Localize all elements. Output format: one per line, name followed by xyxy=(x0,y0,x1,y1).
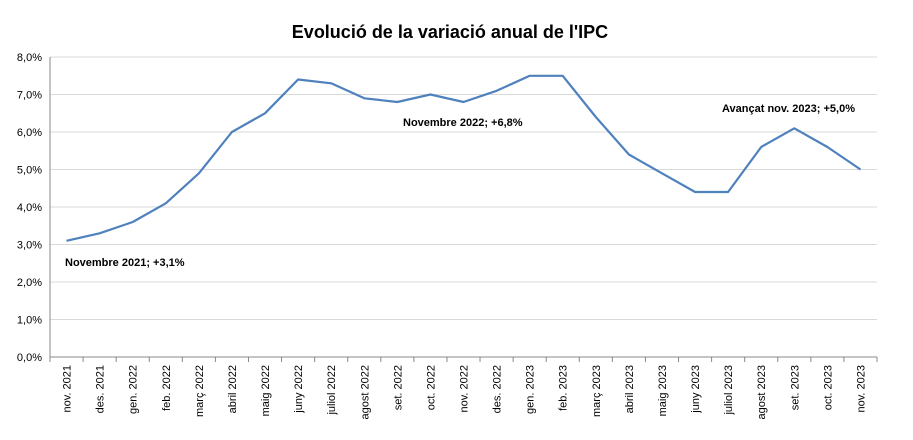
annotation-label: Avançat nov. 2023; +5,0% xyxy=(722,103,855,115)
y-tick-label: 8,0% xyxy=(17,52,42,64)
x-tick-label: nov. 2021 xyxy=(62,365,74,413)
x-tick-label: nov. 2023 xyxy=(855,365,867,413)
x-tick-label: març 2023 xyxy=(591,365,603,417)
series-line xyxy=(66,74,862,242)
x-tick-label: abril 2022 xyxy=(227,365,239,413)
y-tick-label: 6,0% xyxy=(17,127,42,139)
x-tick-label: maig 2023 xyxy=(657,365,669,416)
x-tick-label: maig 2022 xyxy=(260,365,272,416)
x-tick-label: feb. 2023 xyxy=(558,365,570,411)
y-tick-label: 7,0% xyxy=(17,90,42,102)
y-tick-label: 1,0% xyxy=(17,315,42,327)
y-tick-label: 4,0% xyxy=(17,202,42,214)
chart-title: Evolució de la variació anual de l'IPC xyxy=(292,22,608,42)
y-tick-label: 0,0% xyxy=(17,352,42,364)
x-tick-label: agost 2023 xyxy=(756,365,768,419)
y-tick-label: 5,0% xyxy=(17,165,42,177)
x-tick-label: oct. 2022 xyxy=(425,365,437,410)
y-tick-label: 2,0% xyxy=(17,277,42,289)
x-tick-label: juny 2023 xyxy=(690,365,702,414)
x-tick-label: set. 2023 xyxy=(789,365,801,410)
y-tick-label: 3,0% xyxy=(17,240,42,252)
annotation-label: Novembre 2021; +3,1% xyxy=(65,257,185,269)
x-tick-label: gen. 2023 xyxy=(525,365,537,414)
x-tick-label: oct. 2023 xyxy=(822,365,834,410)
x-tick-label: març 2022 xyxy=(194,365,206,417)
x-tick-label: des. 2022 xyxy=(492,365,504,413)
x-tick-label: abril 2023 xyxy=(624,365,636,413)
x-tick-label: juliol 2023 xyxy=(723,365,735,416)
x-tick-label: nov. 2022 xyxy=(459,365,471,413)
x-tick-label: juliol 2022 xyxy=(326,365,338,416)
x-tick-label: juny 2022 xyxy=(293,365,305,414)
x-tick-label: feb. 2022 xyxy=(161,365,173,411)
x-tick-label: gen. 2022 xyxy=(128,365,140,414)
x-tick-label: set. 2022 xyxy=(392,365,404,410)
x-tick-label: agost 2022 xyxy=(359,365,371,419)
annotation-label: Novembre 2022; +6,8% xyxy=(403,117,523,129)
x-tick-label: des. 2021 xyxy=(95,365,107,413)
